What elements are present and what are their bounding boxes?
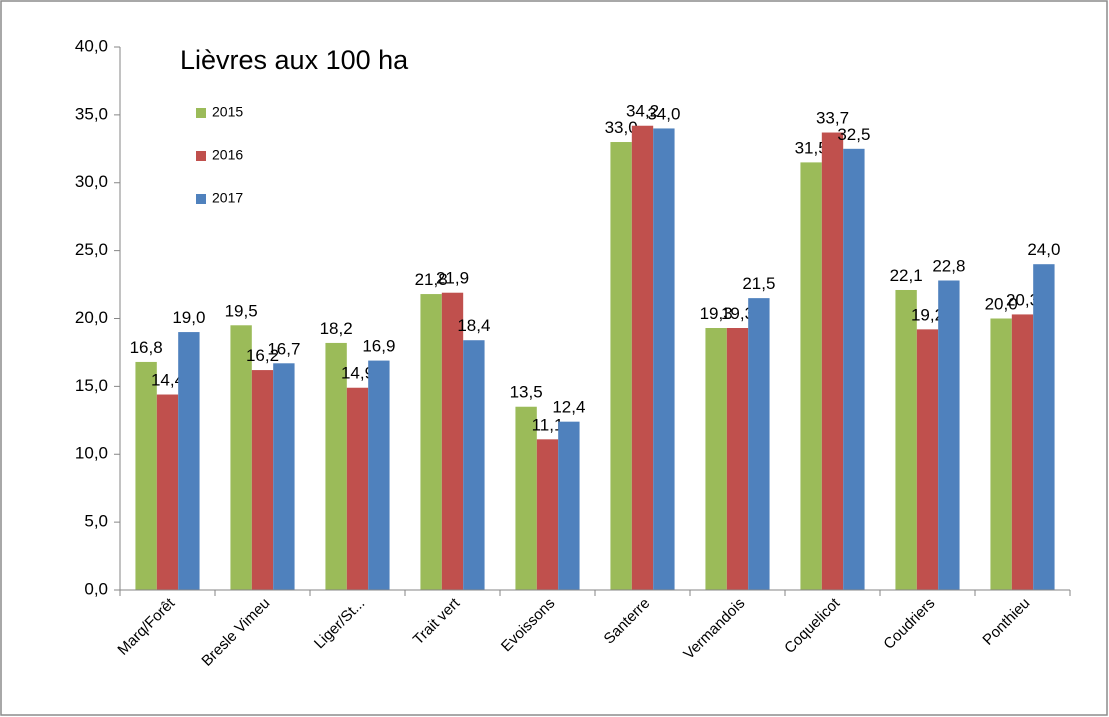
chart-title: Lièvres aux 100 ha [180,45,409,75]
bar [515,406,537,590]
bar [938,280,960,590]
data-label: 34,0 [647,104,680,123]
y-tick-label: 0,0 [84,579,108,598]
bar [420,294,442,590]
bar [368,360,390,590]
data-label: 20,0 [985,295,1018,314]
data-label: 16,9 [362,337,395,356]
bar [251,370,274,590]
bar [230,325,252,590]
bar [610,142,632,590]
data-label: 16,8 [130,338,163,357]
y-tick-label: 5,0 [84,512,108,531]
data-label: 14,4 [151,371,184,390]
bar [536,439,559,590]
data-label: 32,5 [837,125,870,144]
bar [990,318,1012,590]
data-label: 21,8 [415,270,448,289]
data-label: 18,4 [457,316,490,335]
bar [558,421,580,590]
bar [346,387,369,590]
bar [156,394,179,590]
bar [705,328,727,590]
data-label: 18,2 [320,319,353,338]
data-label: 21,9 [436,269,469,288]
bar [463,340,485,590]
bar [441,292,464,590]
data-label: 21,5 [742,274,775,293]
data-label: 16,7 [267,339,300,358]
bar [748,298,770,590]
legend-label: 2015 [212,104,243,120]
data-label: 19,2 [911,305,944,324]
y-tick-label: 10,0 [75,444,108,463]
legend-label: 2016 [212,147,243,163]
y-tick-label: 20,0 [75,308,108,327]
y-tick-label: 30,0 [75,172,108,191]
data-label: 14,9 [341,364,374,383]
legend-swatch [196,108,206,118]
data-label: 22,8 [932,256,965,275]
data-label: 33,7 [816,109,849,128]
data-label: 20,3 [1006,290,1039,309]
data-label: 22,1 [890,266,923,285]
bar [726,328,749,590]
data-label: 19,3 [700,304,733,323]
y-tick-label: 15,0 [75,376,108,395]
bar [843,148,865,590]
data-label: 19,5 [225,301,258,320]
bar [1011,314,1034,590]
bar [273,363,295,590]
data-label: 13,5 [510,383,543,402]
bar [653,128,675,590]
legend-swatch [196,194,206,204]
data-label: 16,2 [246,346,279,365]
data-label: 34,2 [626,102,659,121]
data-label: 12,4 [552,398,585,417]
legend-label: 2017 [212,190,243,206]
y-tick-label: 25,0 [75,240,108,259]
bar [1033,264,1055,590]
data-label: 11,1 [532,415,564,434]
bar [800,162,822,590]
y-tick-label: 40,0 [75,36,108,55]
data-label: 24,0 [1027,240,1060,259]
bar [631,125,654,591]
data-label: 19,0 [172,308,205,327]
y-tick-label: 35,0 [75,104,108,123]
bar [325,342,347,590]
data-label: 31,5 [795,138,828,157]
bar [821,132,844,590]
data-label: 33,0 [605,118,638,137]
data-label: 19,3 [721,304,754,323]
bar [135,361,157,590]
legend-swatch [196,151,206,161]
bar [916,329,939,590]
bar [895,289,917,590]
bar [178,332,200,590]
